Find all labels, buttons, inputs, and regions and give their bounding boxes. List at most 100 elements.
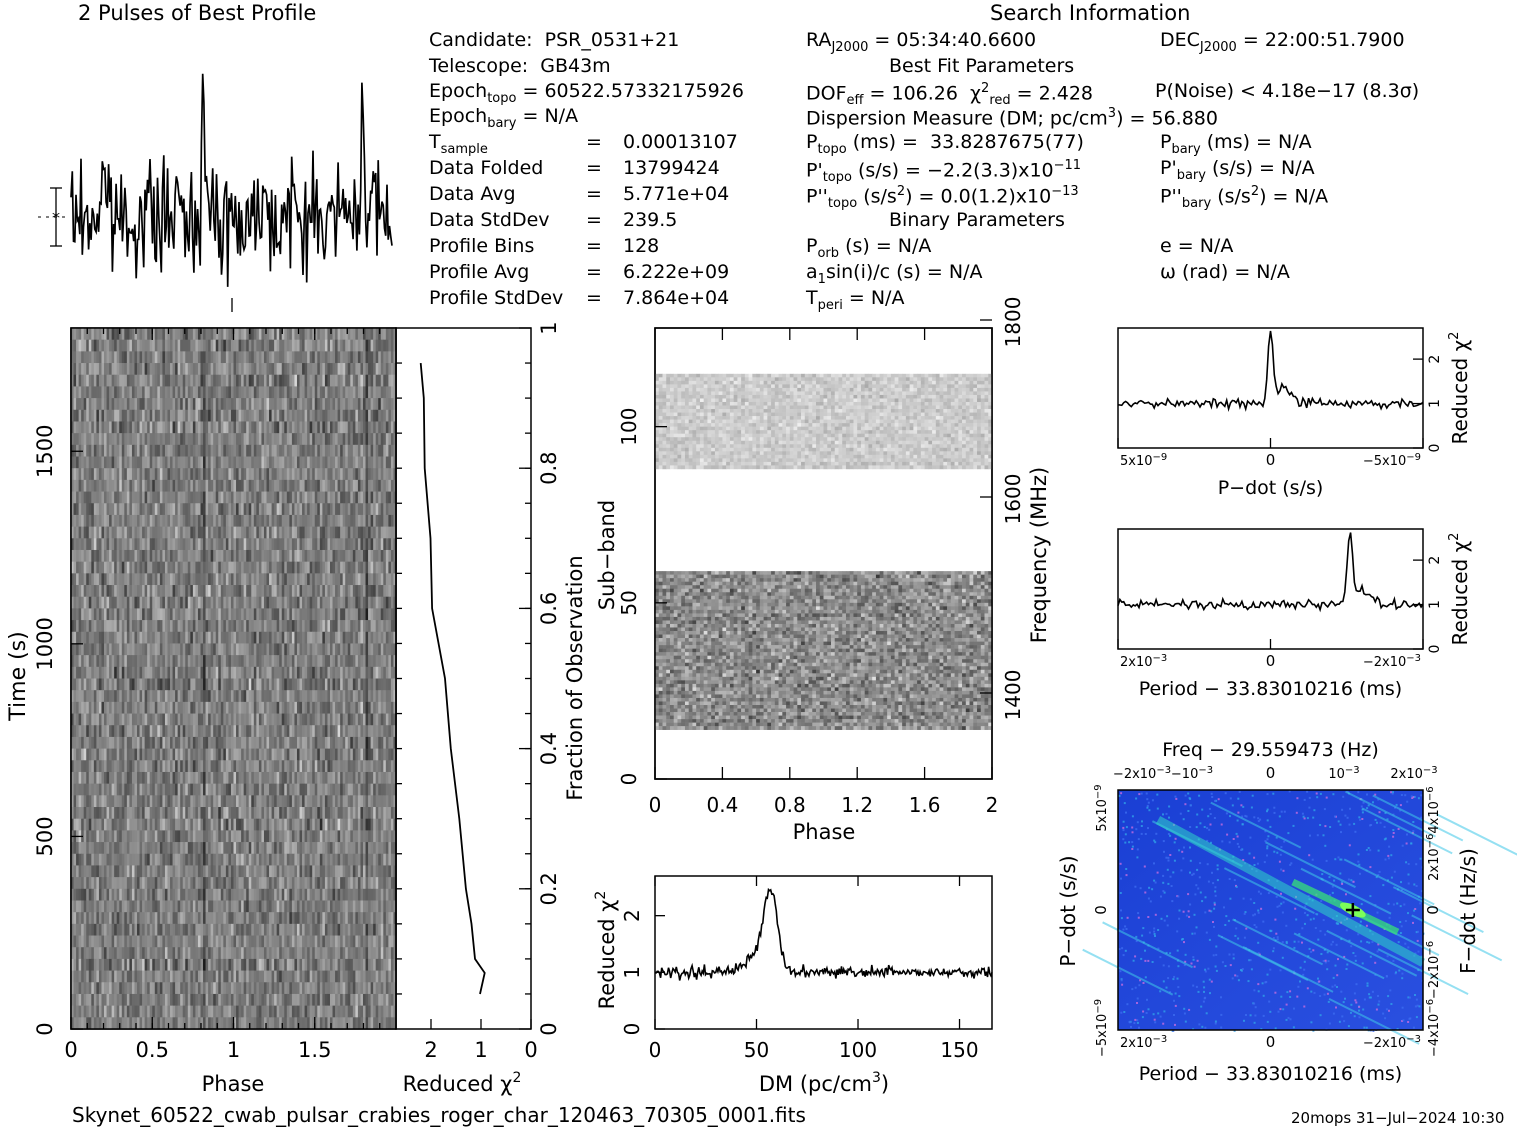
time-phase-cell bbox=[368, 468, 372, 481]
time-phase-cell bbox=[170, 573, 173, 586]
time-phase-cell bbox=[164, 386, 168, 399]
time-phase-cell bbox=[322, 386, 326, 399]
time-phase-cell bbox=[182, 491, 186, 504]
time-phase-cell bbox=[142, 549, 146, 563]
time-phase-cell bbox=[147, 328, 151, 341]
time-phase-cell bbox=[241, 433, 245, 446]
time-phase-cell bbox=[180, 398, 184, 411]
time-phase-cell bbox=[340, 374, 344, 387]
time-phase-cell bbox=[352, 561, 356, 574]
time-phase-cell bbox=[139, 608, 143, 621]
time-phase-cell bbox=[152, 655, 156, 668]
time-phase-cell bbox=[390, 678, 394, 691]
time-phase-cell bbox=[228, 456, 232, 469]
time-phase-cell bbox=[215, 351, 219, 364]
candidate-value: PSR_0531+21 bbox=[544, 29, 680, 51]
time-phase-cell bbox=[78, 678, 82, 691]
time-phase-cell bbox=[230, 690, 234, 703]
time-phase-cell bbox=[223, 339, 227, 352]
time-phase-cell bbox=[129, 409, 133, 422]
time-phase-cell bbox=[243, 503, 247, 516]
time-phase-cell bbox=[279, 339, 283, 352]
time-phase-cell bbox=[197, 351, 201, 364]
time-phase-cell bbox=[258, 701, 262, 714]
time-phase-cell bbox=[139, 585, 143, 598]
time-phase-cell bbox=[271, 760, 275, 773]
telescope-label: Telescope: bbox=[429, 55, 529, 77]
time-phase-cell bbox=[276, 479, 280, 492]
time-phase-cell bbox=[296, 690, 300, 703]
time-phase-cell bbox=[314, 655, 318, 668]
time-phase-cell bbox=[147, 620, 151, 633]
time-phase-cell bbox=[274, 561, 278, 574]
time-phase-cell bbox=[350, 456, 354, 469]
time-phase-cell bbox=[236, 585, 239, 598]
time-phase-cell bbox=[205, 468, 209, 481]
time-phase-cell bbox=[119, 526, 123, 539]
time-phase-cell bbox=[195, 666, 199, 679]
time-phase-cell bbox=[96, 456, 100, 469]
time-phase-cell bbox=[322, 760, 326, 773]
time-phase-cell bbox=[177, 655, 181, 668]
time-phase-cell bbox=[167, 748, 171, 761]
time-phase-cell bbox=[241, 713, 245, 726]
time-phase-cell bbox=[233, 433, 237, 446]
time-phase-cell bbox=[279, 433, 283, 446]
time-phase-cell bbox=[185, 573, 189, 586]
time-phase-cell bbox=[116, 620, 120, 633]
time-phase-cell bbox=[258, 608, 262, 621]
time-phase-cell bbox=[286, 631, 290, 644]
time-phase-cell bbox=[200, 386, 204, 399]
time-phase-cell bbox=[190, 631, 194, 644]
time-phase-cell bbox=[192, 596, 196, 609]
time-phase-cell bbox=[246, 643, 250, 656]
time-phase-cell bbox=[111, 479, 115, 492]
time-phase-cell bbox=[347, 736, 351, 749]
time-phase-cell bbox=[261, 549, 265, 563]
time-phase-cell bbox=[208, 608, 212, 621]
time-phase-cell bbox=[228, 585, 232, 598]
time-phase-cell bbox=[289, 561, 293, 574]
time-phase-cell bbox=[180, 409, 184, 422]
time-phase-cell bbox=[266, 433, 270, 446]
time-phase-cell bbox=[368, 713, 372, 726]
time-phase-cell bbox=[101, 363, 105, 376]
time-phase-cell bbox=[116, 421, 120, 434]
time-phase-cell bbox=[154, 736, 158, 749]
time-phase-cell bbox=[329, 620, 333, 633]
time-phase-cell bbox=[83, 433, 87, 446]
time-phase-cell bbox=[215, 421, 219, 434]
time-phase-cell bbox=[228, 363, 232, 376]
time-phase-cell bbox=[220, 631, 224, 644]
time-phase-cell bbox=[269, 608, 272, 621]
time-phase-cell bbox=[225, 549, 229, 563]
time-phase-cell bbox=[388, 549, 392, 563]
time-phase-cell bbox=[213, 456, 217, 469]
time-phase-cell bbox=[340, 561, 344, 574]
time-phase-cell bbox=[357, 386, 361, 399]
time-phase-cell bbox=[152, 491, 156, 504]
time-phase-cell bbox=[187, 643, 191, 656]
time-phase-cell bbox=[91, 713, 95, 726]
time-phase-cell bbox=[172, 690, 176, 703]
time-phase-cell bbox=[195, 479, 199, 492]
time-phase-cell bbox=[319, 398, 323, 411]
time-phase-cell bbox=[159, 409, 163, 422]
time-phase-cell bbox=[286, 701, 290, 714]
time-phase-cell bbox=[109, 655, 113, 668]
time-phase-cell bbox=[182, 398, 186, 411]
time-phase-cell bbox=[137, 561, 140, 574]
time-phase-cell bbox=[337, 713, 341, 726]
time-phase-cell bbox=[83, 608, 87, 621]
time-phase-cell bbox=[355, 561, 359, 574]
time-phase-cell bbox=[167, 433, 171, 446]
time-phase-cell bbox=[200, 760, 204, 773]
time-phase-cell bbox=[76, 701, 80, 714]
time-phase-cell bbox=[213, 666, 217, 679]
time-phase-cell bbox=[362, 386, 366, 399]
time-phase-cell bbox=[378, 479, 382, 492]
time-phase-cell bbox=[251, 538, 255, 551]
time-phase-cell bbox=[362, 608, 366, 621]
time-phase-cell bbox=[170, 725, 173, 738]
time-phase-cell bbox=[121, 363, 125, 376]
